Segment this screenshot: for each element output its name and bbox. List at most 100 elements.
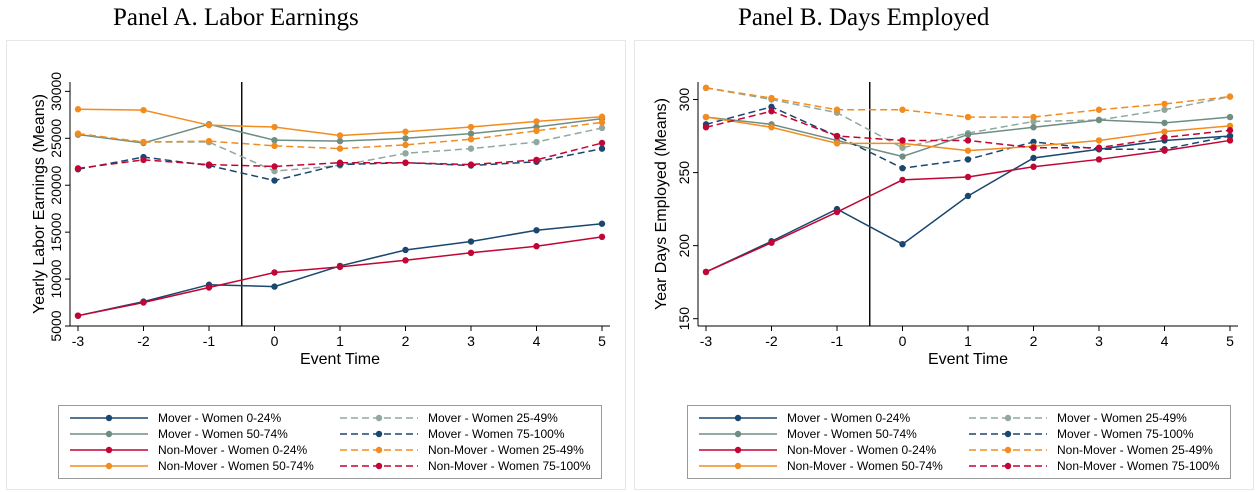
panel-b-series-point [899,106,906,113]
panel-b-x-tick-label: -1 [831,333,844,349]
panel-b-series-point [1095,106,1103,113]
panel-b-y-tick-label: 250 [676,161,692,185]
panel-b-series-point [768,108,775,115]
panel-b-x-tick-label: -3 [700,333,713,349]
panel-b-series-point [964,192,972,200]
panel-b-x-tick-label: 2 [1030,333,1038,349]
panel-b-series-point [768,94,775,102]
panel-b-series-point [964,131,972,138]
panel-b-series-point [1226,122,1234,130]
panel-a-legend-label: Mover - Women 50-74% [158,427,288,441]
panel-b-x-axis-label: Event Time [928,351,1008,368]
panel-b-series-point [702,268,710,276]
panel-b-x-tick-label: 1 [964,333,972,349]
panel-b-series-point [1030,124,1037,131]
panel-a-series-point [598,220,606,227]
panel-a-series-point [336,263,344,271]
panel-a-x-tick-label: -3 [72,333,85,349]
panel-b-x-tick-label: 3 [1095,333,1103,349]
panel-a-x-tick-label: 3 [467,333,475,349]
panel-b-legend-box [687,405,1231,479]
panel-a-legend-marker [105,414,113,422]
panel-b-series-point [1161,128,1168,135]
panel-b-series-point [1226,113,1234,121]
panel-b-series-point [833,132,841,140]
panel-b-series-point [1161,147,1168,154]
panel-a-legend-marker [105,462,113,470]
panel-b-legend-marker [734,414,742,422]
panel-b-series-point [899,176,906,184]
panel-b-series-point [1226,93,1234,100]
panel-a-series-point [402,141,409,149]
panel-b-series-point [899,137,906,144]
panel-b-legend-marker [734,462,742,470]
panel-a-series-point [140,106,147,114]
panel-a-series-point [402,128,409,135]
panel-a-y-tick-label: 25000 [48,119,64,158]
panel-a-legend-marker [375,414,383,422]
panel-a-series-point [402,257,409,264]
panel-a-series-point [598,113,606,120]
panel-b-legend-label: Non-Mover - Women 0-24% [787,443,936,457]
panel-a-series-point [467,130,475,137]
panel-b-series-point [964,173,972,181]
panel-b-series-point [1226,132,1234,140]
panel-a-series-point [140,299,147,306]
panel-b-series-point [1030,138,1037,146]
panel-a-series-point [74,130,82,137]
panel-a-series-point [271,163,278,170]
panel-a-series-point [598,119,606,126]
panel-b-y-tick-label: 150 [676,307,692,331]
panel-a-series-point [205,161,213,168]
panel-a-x-tick-label: -1 [203,333,216,349]
panel-a-series-point [271,283,278,290]
panel-a-y-tick-label: 10000 [48,259,64,298]
panel-b-series-point [899,240,906,248]
panel-a-series-point [271,167,278,175]
panel-b-legend-marker [1004,462,1012,470]
panel-a-x-tick-label: 4 [533,333,541,349]
panel-b-series-point [768,103,775,111]
panel-a-series-line [77,236,603,317]
panel-b-x-tick-label: 0 [899,333,907,349]
panel-a-series-point [336,145,344,152]
panel-a-x-tick-label: 0 [271,333,279,349]
panel-b-legend-marker [734,430,742,438]
panel-b-legend-label: Mover - Women 0-24% [787,411,910,425]
panel-b-legend-label: Non-Mover - Women 75-100% [1057,459,1220,473]
panel-b-legend-label: Mover - Women 75-100% [1057,427,1194,441]
panel-a-legend-label: Non-Mover - Women 25-49% [428,443,584,457]
panel-b-legend-marker [734,446,742,454]
panel-a-series-point [336,132,344,139]
panel-b-legend-label: Mover - Women 50-74% [787,427,917,441]
panel-b-plot: -3 -2 -1 0 1 2 3 4 5 150 200 250 300 Event Time Year D… [653,82,1238,368]
panel-a-y-tick-label: 15000 [48,212,64,251]
panel-a-series-point [467,249,475,256]
panel-b-series-point [768,124,775,131]
panel-b-legend-marker [1004,446,1012,454]
panel-a-legend-label: Mover - Women 75-100% [428,427,565,441]
panel-b-series-point [1030,154,1037,162]
panel-b-series-point [1161,100,1168,108]
panel-a-series-line [77,108,603,137]
panel-b-series-point [833,106,841,113]
panel-a-series-point [140,156,147,164]
panel-a-y-tick-label: 20000 [48,166,64,205]
panel-a-x-tick-label: -2 [137,333,150,349]
panel-a-series-point [533,138,540,146]
panel-b-title: Panel B. Days Employed [738,4,990,31]
panel-a-legend-marker [105,446,113,454]
panel-a-legend-label: Non-Mover - Women 75-100% [428,459,591,473]
panel-b-series-point [964,113,972,121]
panel-a-series-point [467,145,475,152]
panel-a-legend-marker [375,462,383,470]
panel-a-y-axis-label: Yearly Labor Earnings (Means) [31,94,48,314]
panel-b-series-point [1030,113,1037,121]
panel-b-series-point [1030,144,1037,151]
panel-b-series-point [768,239,775,246]
panel-a-y-tick-label: 5000 [48,310,64,341]
panel-a-legend-marker [105,430,113,438]
panel-a-legend-box [58,405,602,479]
panel-a-series-point [205,284,213,291]
panel-b-series-point [1095,137,1103,144]
